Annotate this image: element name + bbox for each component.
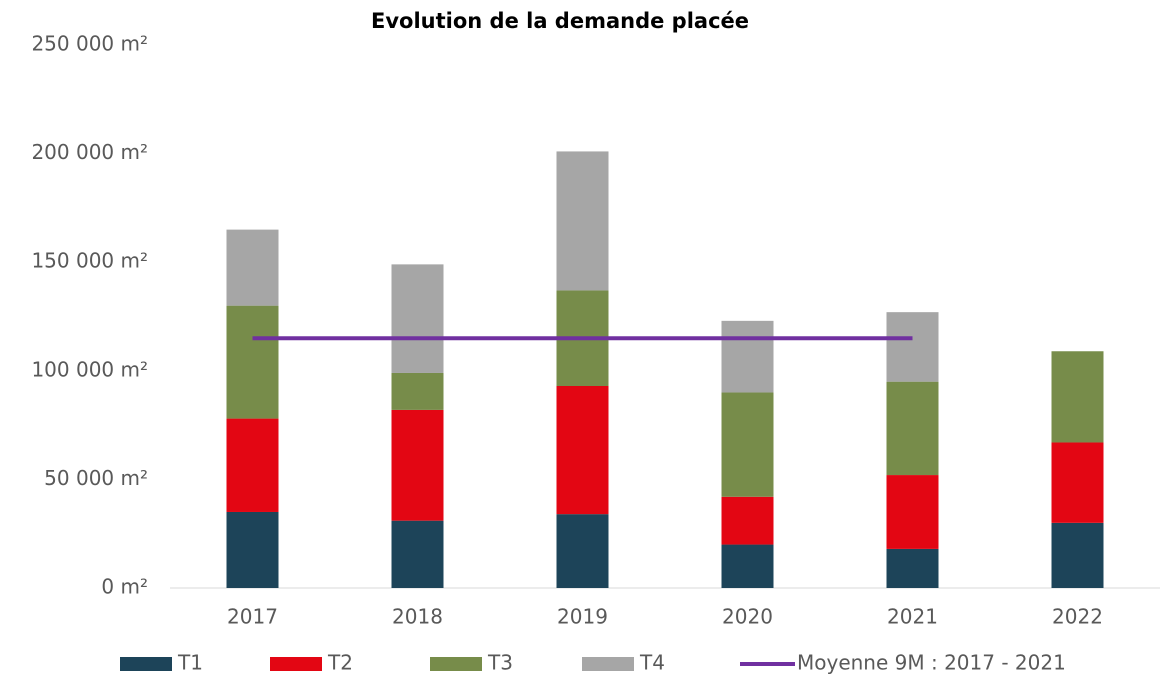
bar-segment [391,409,444,521]
x-tick-label: 2018 [392,605,443,629]
chart-title: Evolution de la demande placée [371,9,749,33]
legend-swatch [270,657,322,671]
bar-segment [391,264,444,373]
legend-swatch [582,657,634,671]
x-tick-label: 2017 [227,605,278,629]
bar-segment [226,305,279,419]
x-tick-label: 2019 [557,605,608,629]
bar-segment [556,386,609,515]
bar-segment [226,229,279,306]
bar-segment [721,544,774,588]
bar-segment [1051,442,1104,523]
y-tick-label: 250 000 m² [31,32,148,56]
y-tick-label: 100 000 m² [31,357,148,381]
bar-segment [556,151,609,291]
bar-segment [721,320,774,393]
bar-segment [391,520,444,588]
bar-segment [391,372,444,410]
legend-label: Moyenne 9M : 2017 - 2021 [797,651,1066,675]
y-tick-label: 0 m² [101,575,148,599]
y-tick-label: 50 000 m² [44,466,148,490]
bar-segment [721,496,774,545]
bar-segment [886,381,939,476]
bar-segment [886,312,939,382]
legend-label: T1 [177,651,203,675]
bar-segment [721,392,774,497]
bar-segment [886,548,939,588]
bar-segment [1051,522,1104,588]
bar-segment [1051,351,1104,443]
bar-segment [226,418,279,512]
x-tick-label: 2021 [887,605,938,629]
x-tick-label: 2020 [722,605,773,629]
y-tick-label: 200 000 m² [31,140,148,164]
bar-segment [886,475,939,549]
legend-label: T2 [327,651,353,675]
legend-label: T3 [487,651,513,675]
y-tick-label: 150 000 m² [31,249,148,273]
legend-label: T4 [639,651,665,675]
bar-segment [226,511,279,588]
legend-swatch [430,657,482,671]
x-tick-label: 2022 [1052,605,1103,629]
legend-swatch [120,657,172,671]
bar-segment [556,514,609,588]
